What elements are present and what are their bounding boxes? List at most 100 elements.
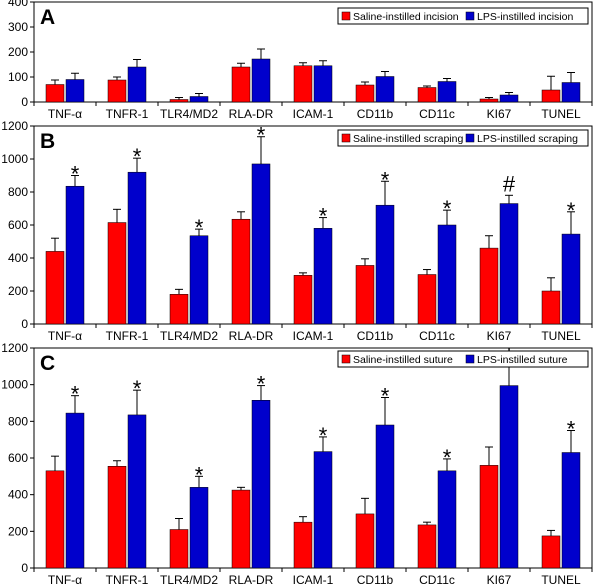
y-tick-label: 300 — [8, 20, 28, 34]
lps-bar — [313, 451, 333, 569]
legend-entry: LPS-instilled suture — [477, 354, 568, 366]
lps-bar — [127, 171, 147, 325]
lps-bar — [375, 204, 395, 325]
lps-bar — [189, 487, 209, 569]
significance-marker: * — [567, 417, 576, 442]
lps-bar — [437, 224, 457, 325]
category-label: TNFR-1 — [106, 329, 149, 343]
y-tick-label: 400 — [8, 251, 28, 265]
lps-bar — [65, 412, 85, 569]
y-tick-label: 800 — [8, 185, 28, 199]
significance-marker: * — [71, 382, 80, 407]
saline-bar — [479, 465, 499, 569]
category-label: KI67 — [487, 573, 512, 586]
legend-entry: Saline-instilled incision — [353, 11, 459, 23]
lps-bar — [561, 233, 581, 325]
significance-marker: * — [71, 162, 80, 187]
legend-box — [337, 7, 589, 25]
lps-bar — [65, 79, 85, 103]
significance-marker: * — [381, 384, 390, 409]
legend-entry: LPS-instilled incision — [477, 11, 573, 23]
significance-marker: * — [319, 423, 328, 448]
y-tick-label: 200 — [8, 45, 28, 59]
category-label: RLA-DR — [229, 329, 274, 343]
saline-bar — [169, 99, 189, 103]
lps-bar — [375, 424, 395, 569]
lps-bar — [313, 65, 333, 103]
saline-bar — [107, 222, 127, 325]
lps-bar — [251, 58, 271, 103]
y-tick-label: 1200 — [1, 341, 28, 355]
category-label: CD11b — [357, 573, 394, 586]
saline-bar — [293, 275, 313, 325]
y-tick-label: 800 — [8, 414, 28, 428]
y-tick-label: 0 — [21, 561, 28, 575]
y-tick-label: 0 — [21, 317, 28, 331]
panel-label: B — [40, 130, 55, 153]
y-tick-label: 600 — [8, 451, 28, 465]
y-tick-label: 1200 — [1, 119, 28, 133]
significance-marker: * — [195, 215, 204, 240]
category-label: TNFR-1 — [106, 107, 149, 121]
saline-bar — [541, 89, 561, 103]
panel-label: A — [40, 6, 55, 29]
chart-panel-a: 0 100 200 300 400 TNF-α TNFR-1 TLR4/MD2 RLA-DR IC… — [8, 0, 593, 121]
category-label: CD11c — [419, 573, 455, 586]
saline-bar — [231, 218, 251, 325]
category-label: TNF-α — [48, 573, 82, 586]
category-label: TNFR-1 — [106, 573, 149, 586]
saline-bar — [45, 84, 65, 103]
lps-legend-swatch — [465, 11, 475, 21]
lps-bar — [561, 452, 581, 569]
category-label: TLR4/MD2 — [160, 329, 218, 343]
saline-bar — [541, 535, 561, 569]
lps-bar — [437, 81, 457, 103]
saline-bar — [231, 66, 251, 103]
y-tick-label: 1000 — [1, 378, 28, 392]
category-label: RLA-DR — [229, 573, 274, 586]
lps-bar — [375, 76, 395, 103]
lps-bar — [189, 235, 209, 325]
saline-bar — [417, 524, 437, 569]
lps-bar — [127, 414, 147, 569]
saline-bar — [231, 489, 251, 569]
lps-bar — [189, 96, 209, 103]
y-tick-label: 200 — [8, 524, 28, 538]
y-tick-label: 0 — [21, 95, 28, 109]
category-label: ICAM-1 — [293, 573, 334, 586]
lps-bar — [499, 94, 519, 103]
saline-bar — [355, 513, 375, 569]
saline-bar — [479, 247, 499, 325]
category-label: TUNEL — [541, 573, 581, 586]
lps-bar — [499, 385, 519, 569]
saline-bar — [45, 251, 65, 325]
legend-entry: Saline-instilled suture — [353, 354, 453, 366]
category-label: CD11b — [357, 329, 394, 343]
lps-bar — [499, 203, 519, 325]
y-tick-label: 400 — [8, 0, 28, 9]
significance-marker: * — [133, 376, 142, 401]
saline-bar — [107, 79, 127, 103]
legend: Saline-instilled scraping LPS-instilled s… — [337, 129, 589, 147]
significance-marker: * — [257, 372, 266, 397]
y-tick-label: 400 — [8, 488, 28, 502]
saline-bar — [541, 290, 561, 325]
category-label: KI67 — [487, 329, 512, 343]
y-tick-label: 100 — [8, 70, 28, 84]
category-label: ICAM-1 — [293, 107, 334, 121]
legend: Saline-instilled incision LPS-instilled i… — [337, 7, 589, 25]
saline-bar — [355, 265, 375, 325]
lps-bar — [561, 82, 581, 103]
saline-legend-swatch — [341, 354, 351, 364]
saline-bar — [107, 466, 127, 569]
lps-bar — [251, 163, 271, 325]
lps-bar — [313, 228, 333, 325]
significance-marker: * — [443, 445, 452, 470]
significance-marker: * — [257, 123, 266, 148]
category-label: TLR4/MD2 — [160, 573, 218, 586]
saline-bar — [417, 274, 437, 325]
y-tick-label: 600 — [8, 218, 28, 232]
saline-bar — [45, 470, 65, 569]
saline-bar — [169, 294, 189, 325]
